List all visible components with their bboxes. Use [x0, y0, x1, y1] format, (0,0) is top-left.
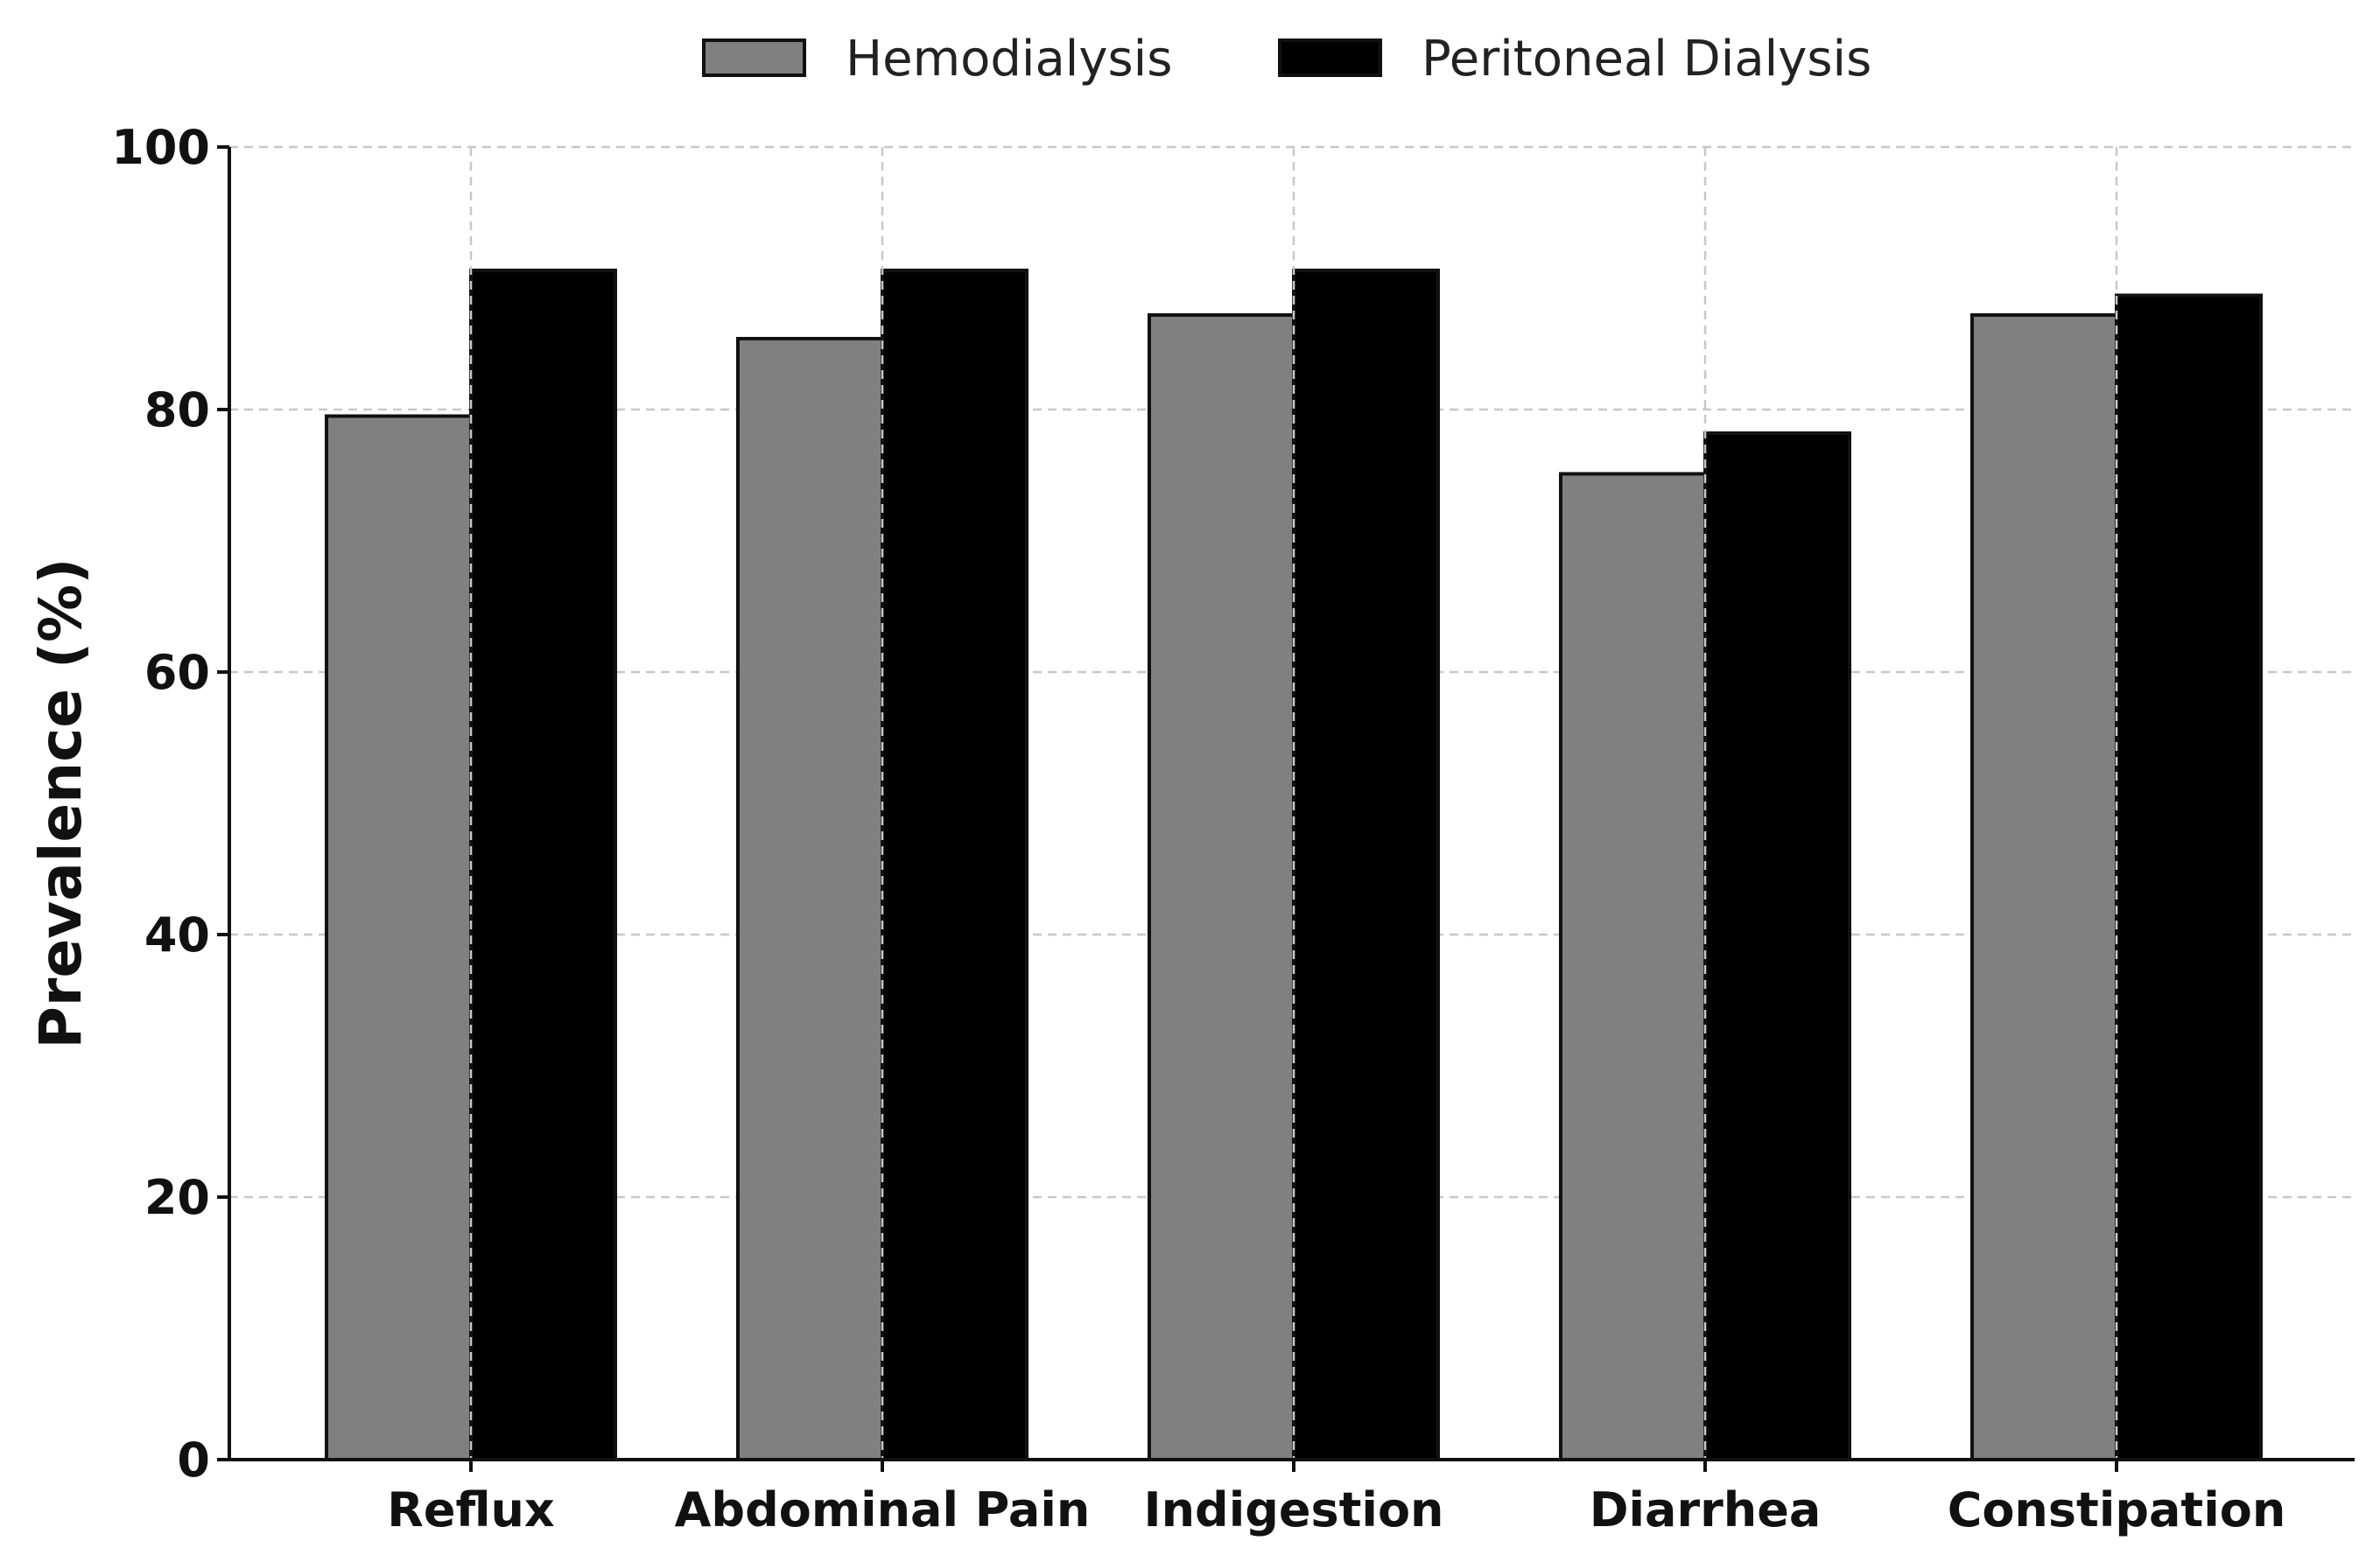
bar-peritoneal-dialysis — [1703, 431, 1851, 1461]
y-tick-labels: 0 20 40 60 80 100 — [111, 120, 229, 1488]
legend: Hemodialysis Peritoneal Dialysis — [702, 31, 1871, 88]
x-tick-label: Diarrhea — [1590, 1482, 1822, 1537]
y-tick-label: 40 — [144, 907, 210, 963]
bar-hemodialysis — [325, 414, 473, 1461]
x-tick-label: Constipation — [1948, 1482, 2286, 1537]
x-tick-label: Indigestion — [1144, 1482, 1444, 1537]
y-tick-label: 60 — [144, 645, 210, 700]
legend-label: Hemodialysis — [846, 31, 1172, 88]
y-axis-label: Prevalence (%) — [27, 558, 95, 1049]
bar-peritoneal-dialysis — [1292, 269, 1440, 1461]
bar-hemodialysis — [736, 337, 884, 1461]
legend-swatch — [702, 39, 806, 77]
bar-hemodialysis — [1559, 472, 1707, 1461]
bar-peritoneal-dialysis — [881, 269, 1029, 1461]
bars — [325, 147, 2263, 1461]
axes — [228, 147, 2355, 1461]
legend-swatch — [1278, 39, 1382, 77]
x-tick-labels: Reflux Abdominal Pain Indigestion Diarrhea C… — [387, 1460, 2285, 1537]
bar-hemodialysis — [1148, 313, 1295, 1461]
y-tick-label: 20 — [144, 1170, 210, 1225]
x-tick-label: Abdominal Pain — [675, 1482, 1091, 1537]
x-tick-label: Reflux — [387, 1482, 555, 1537]
y-tick-label: 100 — [111, 120, 210, 175]
bar-peritoneal-dialysis — [469, 269, 617, 1461]
y-tick-label: 0 — [177, 1432, 210, 1488]
legend-label: Peritoneal Dialysis — [1422, 31, 1871, 88]
y-tick-label: 80 — [144, 382, 210, 438]
bar-peritoneal-dialysis — [2115, 293, 2263, 1461]
bar-hemodialysis — [1970, 313, 2118, 1461]
